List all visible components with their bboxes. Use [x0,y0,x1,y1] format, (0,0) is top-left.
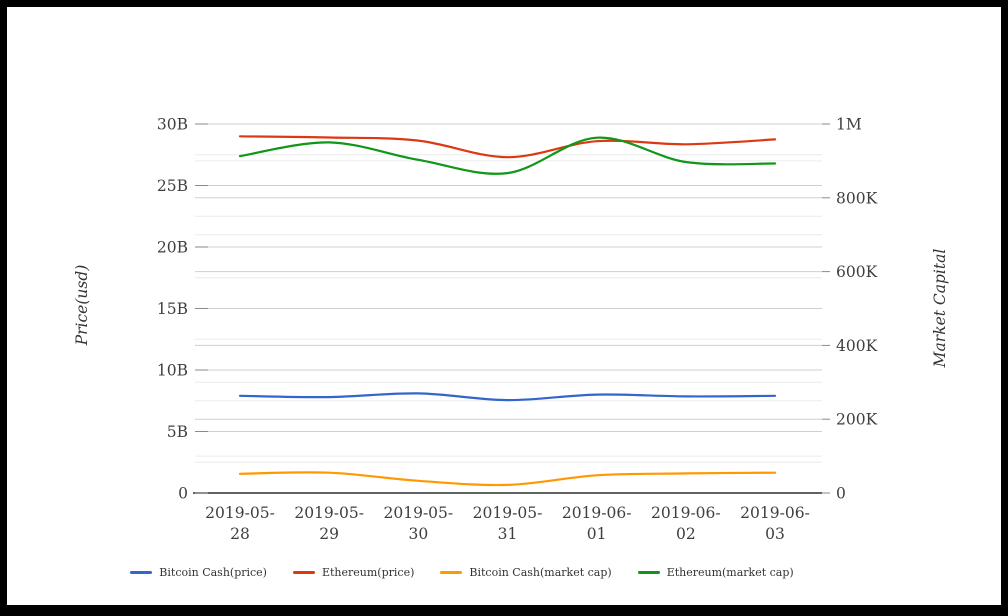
legend-swatch [130,571,153,574]
x-axis-tick-label: 2019-05-30 [384,504,454,543]
x-axis-tick-label: 2019-06-03 [740,504,810,543]
right-axis-tick-label: 800K [836,189,878,207]
legend-label: Bitcoin Cash(price) [159,566,267,579]
x-axis-tick-label: 2019-05-29 [294,504,364,543]
left-axis-tick-label: 10B [157,362,188,380]
legend-swatch [292,571,315,574]
left-axis-tick-label: 0 [178,485,188,503]
legend-item-bitcoin-cash-price[interactable]: Bitcoin Cash(price) [130,566,267,579]
left-axis-tick-label: 15B [157,300,188,318]
chart-background: 0 5B 10B 15B 20B 25B 30B 0 200K 400K 600K 800K 1M 201… [7,7,1001,605]
right-axis-tick-label: 1M [836,116,862,134]
gridlines-major [195,123,822,432]
axis-ticks [195,123,830,494]
right-axis-tick-labels: 0 200K 400K 600K 800K 1M [836,116,878,503]
left-axis-tick-label: 5B [167,423,188,441]
series-line-bitcoin-cash-price [238,392,777,402]
x-axis-tick-label: 2019-06-01 [562,504,632,543]
legend-swatch [440,571,463,574]
right-axis-tick-label: 0 [836,485,846,503]
left-axis-tick-labels: 0 5B 10B 15B 20B 25B 30B [157,116,188,503]
legend-item-ethereum-market-cap[interactable]: Ethereum(market cap) [637,566,794,579]
legend-label: Bitcoin Cash(market cap) [469,566,612,579]
left-axis-tick-label: 25B [157,177,188,195]
legend-item-ethereum-price[interactable]: Ethereum(price) [292,566,415,579]
right-axis-title: Market Capital [931,248,949,368]
x-axis-tick-label: 2019-05-28 [205,504,275,543]
series-line-ethereum-price [238,135,777,159]
right-axis-tick-label: 400K [836,337,878,355]
right-axis-tick-label: 200K [836,411,878,429]
left-axis-title: Price(usd) [73,264,91,346]
legend-swatch [637,571,660,574]
chart-legend: Bitcoin Cash(price) Ethereum(price) Bitcoi… [7,566,917,579]
line-chart: 0 5B 10B 15B 20B 25B 30B 0 200K 400K 600K 800K 1M 201… [157,116,878,544]
series-line-bitcoin-cash-market-cap [238,471,777,487]
x-axis-tick-label: 2019-05-31 [473,504,543,543]
right-axis-tick-label: 600K [836,263,878,281]
legend-label: Ethereum(price) [321,566,415,579]
legend-item-bitcoin-cash-market-cap[interactable]: Bitcoin Cash(market cap) [440,566,612,579]
x-axis-tick-labels: 2019-05-28 2019-05-29 2019-05-30 2019-05-31… [205,504,810,543]
left-axis-tick-label: 30B [157,116,188,134]
left-axis-tick-label: 20B [157,239,188,257]
x-axis-tick-label: 2019-06-02 [651,504,721,543]
legend-label: Ethereum(market cap) [666,566,794,579]
series-line-ethereum-market-cap [238,136,777,175]
